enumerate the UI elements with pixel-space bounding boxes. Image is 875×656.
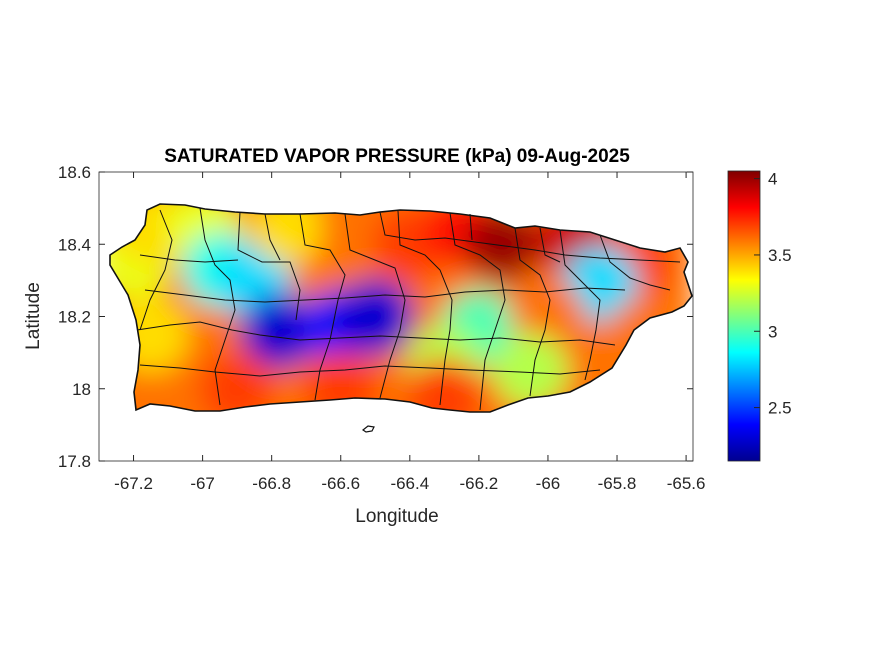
municipal-boundary-15 [264,213,281,261]
x-tick-label-6: -66 [536,474,561,493]
x-tick-label-1: -67 [190,474,215,493]
colorbar-tick-label-0: 2.5 [768,399,792,418]
municipal-boundary-5 [397,210,453,406]
municipal-boundary-4 [344,213,406,399]
colorbar-tick-label-2: 3.5 [768,246,792,265]
municipal-boundary-10 [139,254,239,263]
y-axis: 17.8 18 18.2 18.4 18.6 [58,163,693,471]
x-axis: -67.2 -67 -66.8 -66.6 -66.4 -66.2 -66 -65.8 -65.… [114,172,705,493]
x-tick-label-3: -66.6 [321,474,360,493]
caja-de-muertos-island [361,425,375,433]
x-tick-label-0: -67.2 [114,474,153,493]
municipal-boundary-9 [599,234,671,291]
municipal-boundaries [136,207,681,411]
y-tick-label-2: 18.2 [58,308,91,327]
municipal-boundary-14 [379,211,681,263]
x-axis-label: Longitude [355,506,438,527]
colorbar-tick-label-3: 4 [768,170,777,189]
colorbar [727,170,761,462]
municipal-boundary-7 [514,227,551,397]
y-tick-label-4: 18.6 [58,163,91,182]
field-sample-23 [406,357,483,412]
y-tick-label-3: 18.4 [58,235,91,254]
x-tick-label-4: -66.4 [390,474,429,493]
municipal-boundary-8 [559,229,601,381]
colorbar-tick-label-1: 3 [768,322,777,341]
colorbar-axis: 2.5 3 3.5 4 [754,170,792,418]
chart-title: SATURATED VAPOR PRESSURE (kPa) 09-Aug-20… [164,146,630,167]
x-tick-label-8: -65.6 [667,474,706,493]
municipal-boundary-11 [136,321,616,346]
island-outline [109,203,693,413]
y-axis-label: Latitude [23,282,44,350]
municipal-boundary-0 [139,209,173,331]
y-tick-label-0: 17.8 [58,452,91,471]
municipal-boundary-2 [237,211,301,321]
municipal-boundary-13 [144,287,626,303]
y-tick-label-1: 18 [72,380,91,399]
x-tick-label-7: -65.8 [598,474,637,493]
municipal-boundary-17 [539,227,561,263]
municipal-boundary-3 [299,213,346,401]
field-sample-5 [240,292,317,369]
municipal-boundary-16 [469,213,473,241]
municipal-boundary-6 [449,212,506,411]
field-sample-20 [492,332,569,409]
x-tick-label-2: -66.8 [252,474,291,493]
municipal-boundary-12 [139,364,601,377]
x-tick-label-5: -66.2 [460,474,499,493]
municipal-boundary-1 [199,207,236,406]
